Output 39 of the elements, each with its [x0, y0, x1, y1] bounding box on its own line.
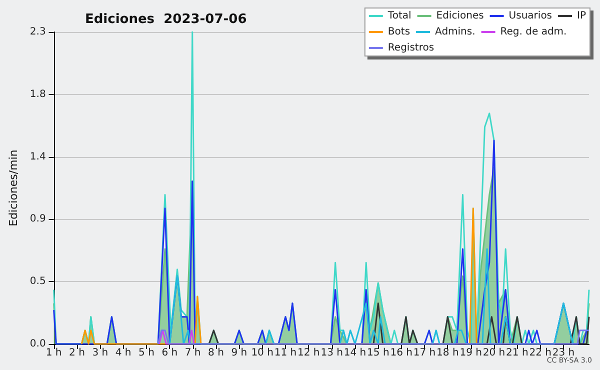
x-tick-label: 12 h	[298, 348, 320, 358]
legend-label: Bots	[388, 26, 410, 38]
y-tick-label: 1.4	[30, 151, 46, 162]
x-tick-label: 23 h	[552, 348, 575, 358]
y-tick-label: 0.9	[30, 214, 46, 225]
x-tick-label: 20 h	[482, 348, 506, 358]
x-tick-label: 19 h	[460, 348, 482, 358]
legend-label: Registros	[388, 42, 434, 54]
legend-label: Admins.	[435, 26, 476, 38]
x-tick-label: 10 h	[251, 348, 274, 358]
legend-label: IP	[577, 10, 586, 22]
x-tick-label: 21 h	[506, 348, 528, 358]
y-tick-label: 0.5	[30, 276, 46, 288]
y-tick-label: 1.8	[30, 88, 46, 100]
x-tick-label: 11 h	[274, 348, 297, 358]
x-tick-label: 7 h	[184, 348, 201, 358]
y-tick-label: 0.0	[30, 338, 46, 350]
legend-label: Total	[386, 10, 412, 22]
legend-label: Reg. de adm.	[500, 26, 567, 38]
x-tick-label: 2 h	[69, 348, 85, 358]
x-tick-label: 18 h	[436, 348, 459, 358]
x-tick-label: 16 h	[390, 348, 412, 358]
x-tick-label: 1 h	[46, 348, 62, 358]
x-tick-label: 17 h	[413, 348, 436, 358]
x-tick-label: 6 h	[162, 348, 178, 358]
x-tick-label: 9 h	[231, 348, 248, 358]
x-tick-label: 4 h	[115, 348, 132, 358]
x-tick-label: 5 h	[138, 348, 154, 358]
x-tick-label: 15 h	[367, 348, 390, 358]
chart-title: Ediciones 2023-07-06	[85, 12, 247, 27]
x-tick-label: 3 h	[92, 348, 108, 358]
y-axis-title: Ediciones/min	[7, 150, 20, 226]
x-tick-label: 22 h	[529, 348, 552, 358]
y-tick-label: 2.3	[30, 26, 46, 38]
legend-label: Ediciones	[436, 10, 484, 22]
legend-label: Usuarios	[508, 10, 552, 22]
x-tick-label: 13 h	[320, 348, 343, 358]
x-tick-label: 8 h	[208, 348, 224, 358]
x-tick-label: 14 h	[344, 348, 366, 358]
